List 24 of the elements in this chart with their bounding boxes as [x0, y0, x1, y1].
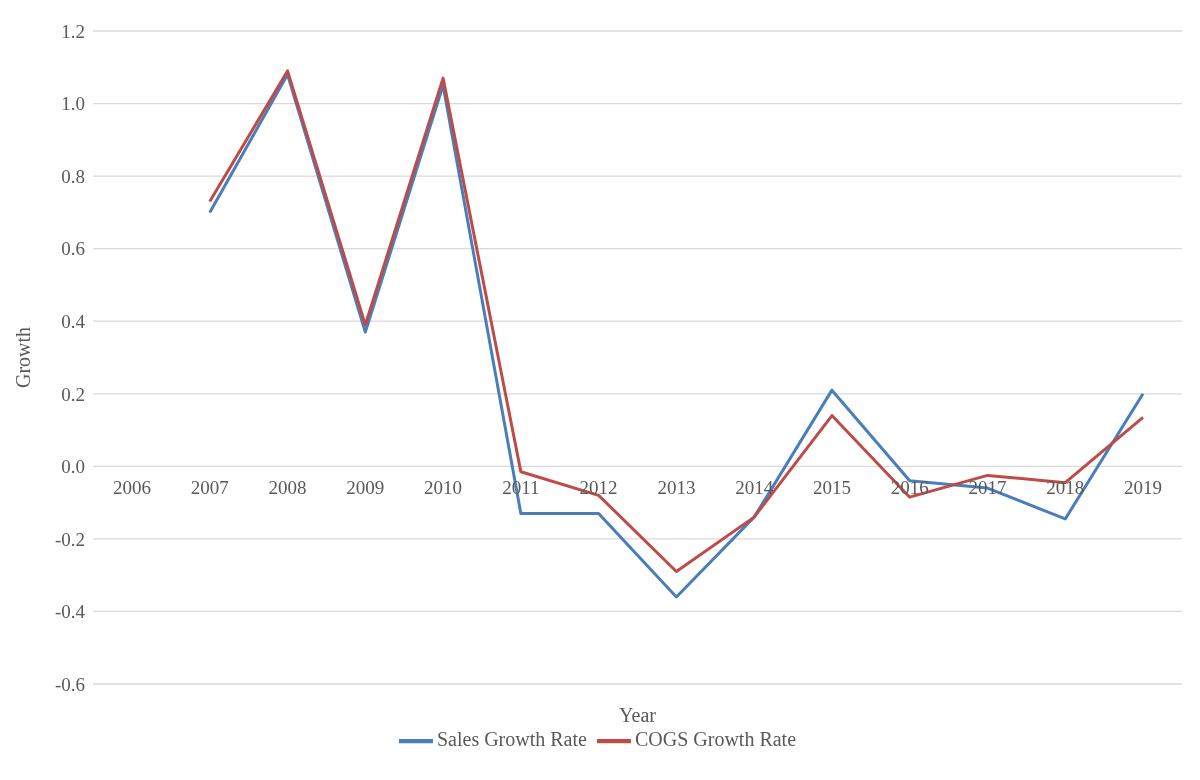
y-tick-label: 0.2 [61, 383, 85, 405]
y-tick-label: 0.0 [61, 456, 85, 478]
y-axis-title: Growth [12, 326, 35, 389]
x-tick-label: 2012 [579, 477, 618, 499]
x-tick-label: 2019 [1124, 477, 1162, 499]
x-tick-label: 2010 [424, 477, 463, 499]
y-tick-label: 0.6 [61, 238, 85, 260]
x-tick-label: 2015 [812, 477, 851, 499]
x-tick-label: 2006 [113, 477, 151, 499]
legend-label: COGS Growth Rate [634, 727, 797, 750]
legend-label: Sales Growth Rate [436, 727, 587, 750]
y-tick-label: 0.4 [61, 310, 86, 332]
x-tick-label: 2008 [268, 477, 307, 499]
x-axis-title: Year [619, 704, 657, 726]
y-tick-label: -0.2 [54, 528, 85, 550]
y-tick-label: 1.0 [61, 93, 85, 115]
x-tick-label: 2009 [346, 477, 385, 499]
y-tick-label: -0.6 [54, 673, 85, 695]
y-tick-label: -0.4 [54, 601, 86, 623]
x-tick-label: 2013 [657, 477, 696, 499]
y-tick-label: 0.8 [61, 165, 85, 187]
x-tick-label: 2018 [1046, 477, 1085, 499]
y-tick-label: 1.2 [61, 20, 85, 42]
x-tick-label: 2007 [190, 477, 229, 499]
